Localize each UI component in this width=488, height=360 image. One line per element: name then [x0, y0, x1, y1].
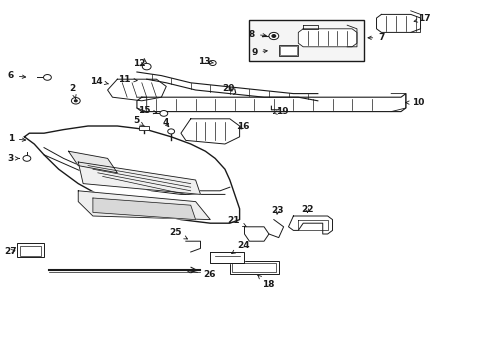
Text: 14: 14 [90, 77, 108, 85]
Text: 11: 11 [118, 75, 137, 84]
Text: 4: 4 [162, 118, 168, 127]
Text: 6: 6 [8, 71, 25, 80]
Text: 1: 1 [8, 134, 25, 143]
Text: 20: 20 [222, 84, 235, 93]
Text: 7: 7 [367, 33, 384, 42]
Circle shape [43, 75, 51, 80]
Bar [229, 261, 278, 274]
Circle shape [271, 35, 275, 37]
Polygon shape [78, 162, 200, 194]
Text: 16: 16 [237, 122, 249, 131]
Bar [20, 246, 41, 256]
Text: 9: 9 [250, 48, 266, 57]
Polygon shape [24, 126, 239, 223]
Bar [17, 243, 44, 257]
Bar [249, 20, 364, 61]
Circle shape [71, 98, 80, 104]
Text: 15: 15 [138, 106, 157, 115]
Circle shape [209, 60, 216, 66]
Text: 12: 12 [133, 59, 145, 68]
Bar [278, 45, 298, 56]
Text: 5: 5 [133, 116, 144, 126]
Polygon shape [107, 79, 166, 101]
Text: 25: 25 [168, 228, 187, 239]
Text: 13: 13 [198, 57, 213, 66]
Text: 27: 27 [4, 247, 17, 256]
Bar [232, 263, 276, 272]
Polygon shape [181, 119, 239, 144]
Text: 26: 26 [186, 270, 215, 279]
Circle shape [160, 111, 167, 116]
Text: 18: 18 [257, 275, 274, 289]
Text: 3: 3 [8, 154, 20, 163]
Text: 10: 10 [405, 98, 424, 107]
Text: 17: 17 [413, 14, 430, 23]
Text: 23: 23 [271, 206, 284, 215]
Bar [139, 126, 149, 130]
Text: 2: 2 [69, 84, 76, 98]
Polygon shape [288, 216, 332, 234]
Polygon shape [210, 252, 244, 263]
Text: 8: 8 [248, 30, 265, 39]
Text: 21: 21 [227, 216, 245, 226]
Polygon shape [376, 14, 420, 32]
Text: 22: 22 [300, 205, 313, 214]
Polygon shape [137, 72, 317, 101]
Bar [280, 46, 296, 55]
Circle shape [268, 32, 278, 40]
Circle shape [74, 100, 77, 102]
Polygon shape [244, 227, 268, 241]
Polygon shape [68, 151, 117, 173]
Circle shape [142, 63, 151, 70]
Polygon shape [298, 29, 356, 47]
Polygon shape [137, 94, 405, 112]
Text: 19: 19 [273, 107, 288, 116]
Circle shape [23, 156, 31, 161]
Polygon shape [93, 198, 195, 220]
Text: 24: 24 [231, 241, 249, 253]
Circle shape [167, 129, 174, 134]
Polygon shape [78, 191, 210, 220]
